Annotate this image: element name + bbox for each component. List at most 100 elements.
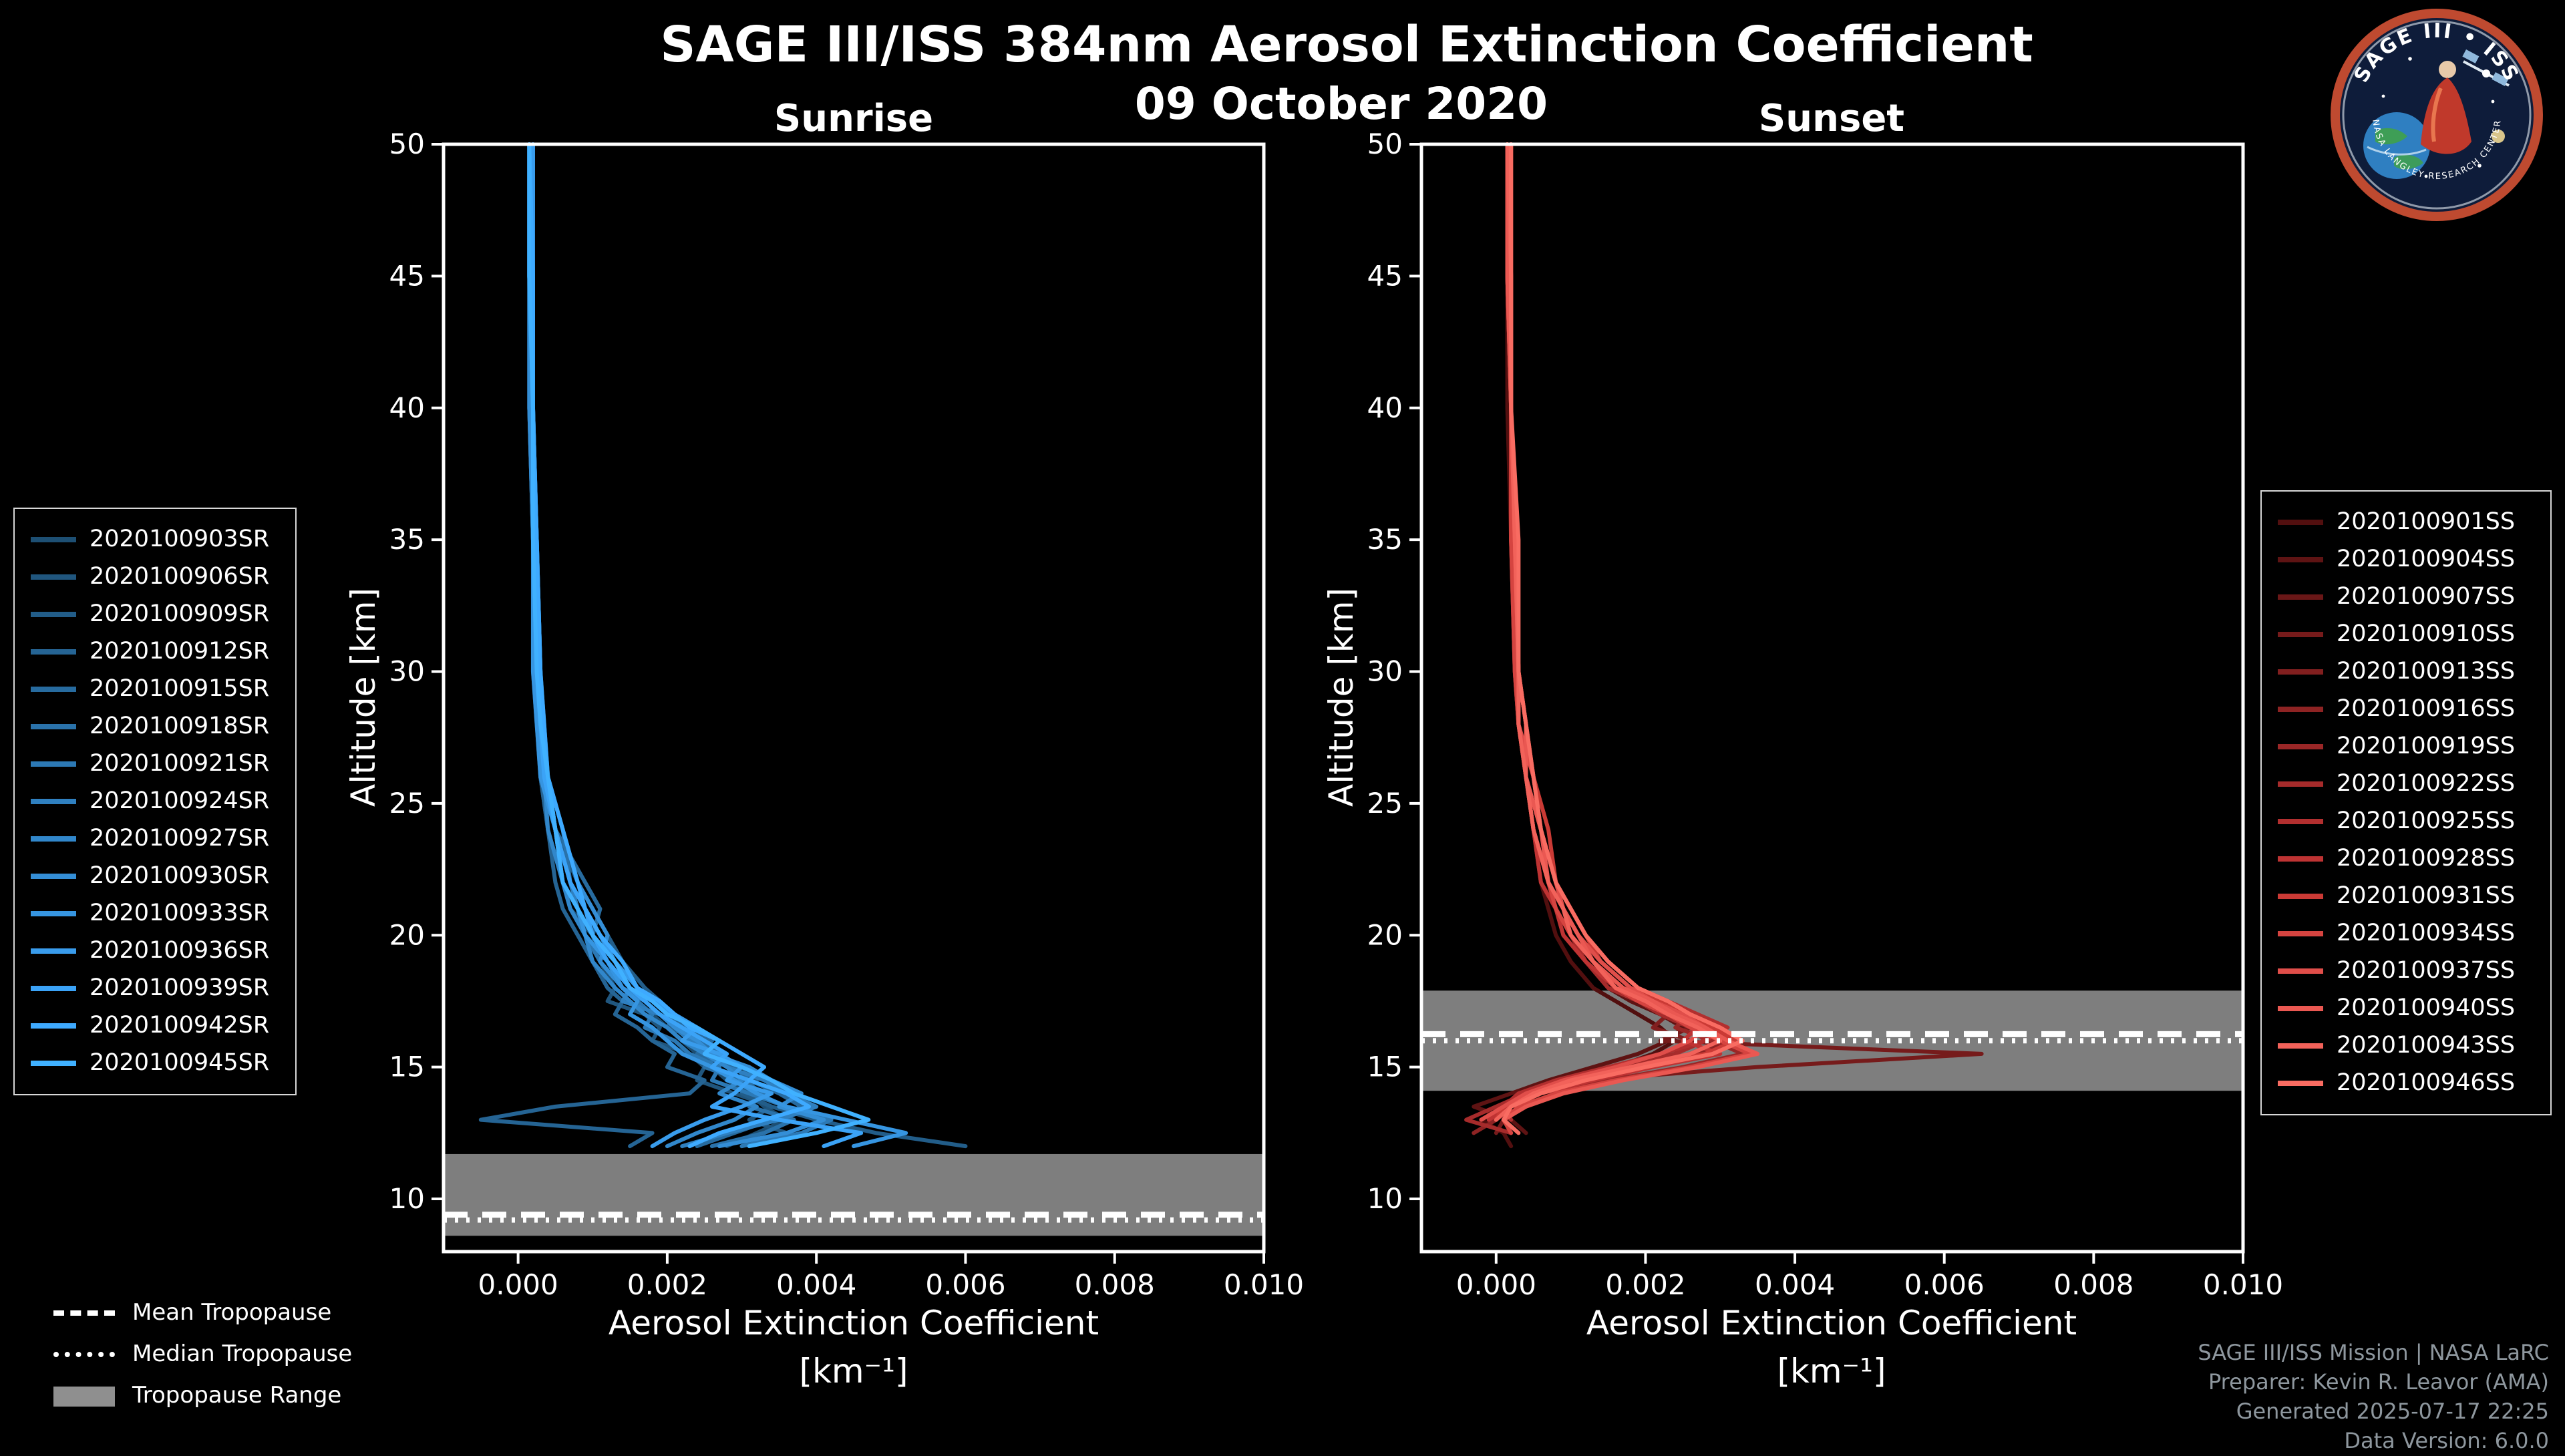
legend-line-swatch (2278, 669, 2323, 675)
legend-line-swatch (2278, 1043, 2323, 1049)
legend-label: 2020100945SR (90, 1050, 270, 1077)
sunrise-plot: 0.000 0.002 0.004 0.006 0.008 0.010 10 15 20 25 30… (389, 128, 1305, 1301)
legend-line-swatch (31, 799, 76, 804)
credit-preparer: Preparer: Kevin R. Leavor (AMA) (2208, 1369, 2549, 1395)
sage-iss-mission-patch: SAGE III • ISS NASA LANGLEY RESEARCH CEN… (2330, 8, 2544, 222)
legend-item: 2020100936SR (31, 932, 279, 970)
y-tick-label: 30 (1367, 655, 1403, 688)
plot-frame (442, 142, 1266, 1254)
legend-item: 2020100918SR (31, 708, 279, 745)
legend-label: 2020100934SS (2337, 920, 2516, 947)
gray-band-swatch (53, 1386, 115, 1406)
legend-item: 2020100937SS (2278, 952, 2534, 990)
legend-label: 2020100930SR (90, 863, 270, 890)
x-axis-units-sunset: [km⁻¹] (1777, 1352, 1886, 1391)
credit-data-version: Data Version: 6.0.0 (2344, 1428, 2549, 1453)
legend-line-swatch (31, 1061, 76, 1066)
legend-line-swatch (31, 986, 76, 991)
legend-item: 2020100904SS (2278, 541, 2534, 578)
legend-line-swatch (2278, 781, 2323, 787)
legend-line-swatch (2278, 968, 2323, 974)
legend-line-swatch (2278, 520, 2323, 525)
profile-line-2020100924SR (527, 142, 819, 1149)
legend-item: 2020100946SS (2278, 1065, 2534, 1102)
profile-line-2020100933SR (527, 142, 908, 1149)
legend-line-swatch (31, 724, 76, 729)
profile-line-2020100912SR (478, 142, 707, 1149)
y-tick-label: 35 (1367, 523, 1403, 556)
legend-label: 2020100924SR (90, 788, 270, 815)
y-tick-label: 40 (1367, 391, 1403, 424)
median-tropopause-label: Median Tropopause (132, 1341, 353, 1368)
page-title: SAGE III/ISS 384nm Aerosol Extinction Co… (660, 16, 2033, 73)
y-tick-label: 45 (1367, 259, 1403, 292)
profile-line-2020100922SS (1464, 142, 1707, 1135)
legend-line-swatch (2278, 856, 2323, 862)
legend-item: 2020100939SR (31, 970, 279, 1007)
y-tick-label: 15 (389, 1051, 425, 1083)
legend-item: 2020100906SR (31, 558, 279, 596)
x-tick-label: 0.004 (1755, 1268, 1835, 1301)
legend-item: 2020100910SS (2278, 616, 2534, 653)
y-tick-label: 30 (389, 655, 425, 688)
x-tick-label: 0.010 (1224, 1268, 1304, 1301)
legend-item: 2020100934SS (2278, 915, 2534, 952)
legend-label: 2020100927SR (90, 826, 270, 852)
legend-item: 2020100928SS (2278, 840, 2534, 878)
profile-line-2020100918SR (527, 142, 796, 1149)
sunset-legend: 2020100901SS 2020100904SS 2020100907SS 2020… (2260, 490, 2552, 1115)
x-axis-label-sunrise: Aerosol Extinction Coefficient (608, 1304, 1099, 1342)
credit-generated: Generated 2025-07-17 22:25 (2236, 1399, 2549, 1424)
x-tick-label: 0.008 (2053, 1268, 2133, 1301)
legend-line-swatch (2278, 894, 2323, 899)
mean-tropopause-label: Mean Tropopause (132, 1300, 332, 1326)
legend-label: 2020100919SS (2337, 733, 2516, 760)
tropopause-range-label: Tropopause Range (132, 1383, 342, 1409)
legend-item: 2020100916SS (2278, 691, 2534, 728)
legend-line-swatch (2278, 1081, 2323, 1086)
profile-line-2020100903SR (527, 142, 789, 1149)
legend-item: 2020100924SR (31, 783, 279, 820)
legend-label: 2020100913SS (2337, 659, 2516, 685)
legend-label: 2020100939SR (90, 975, 270, 1002)
legend-item: 2020100901SS (2278, 504, 2534, 541)
y-tick-label: 50 (389, 128, 425, 160)
profile-line-2020100939SR (527, 142, 864, 1149)
dotted-line-swatch (53, 1352, 115, 1357)
y-tick-label: 25 (389, 787, 425, 820)
legend-item: 2020100927SR (31, 820, 279, 858)
profile-line-2020100945SR (527, 142, 871, 1149)
legend-label: 2020100946SS (2337, 1070, 2516, 1097)
legend-label: 2020100901SS (2337, 509, 2516, 536)
y-tick-label: 20 (389, 918, 425, 951)
legend-item: 2020100912SR (31, 633, 279, 671)
profile-line-2020100904SS (1472, 142, 1685, 1135)
y-tick-label: 50 (1367, 128, 1403, 160)
legend-line-swatch (31, 911, 76, 916)
legend-line-swatch (31, 1023, 76, 1029)
legend-item: 2020100909SR (31, 596, 279, 633)
legend-line-swatch (31, 761, 76, 767)
profile-line-2020100909SR (527, 142, 968, 1149)
tropopause-band (444, 1153, 1264, 1236)
legend-item: 2020100919SS (2278, 728, 2534, 765)
mean-tropopause-legend-item: Mean Tropopause (53, 1298, 352, 1328)
legend-item: 2020100921SR (31, 745, 279, 783)
legend-label: 2020100931SS (2337, 883, 2516, 910)
panel-title-sunset: Sunset (1758, 96, 1905, 140)
legend-line-swatch (2278, 707, 2323, 712)
legend-item: 2020100945SR (31, 1045, 279, 1082)
profile-line-2020100910SS (1494, 142, 1984, 1135)
legend-label: 2020100916SS (2337, 696, 2516, 723)
legend-item: 2020100942SR (31, 1007, 279, 1045)
legend-label: 2020100928SS (2337, 846, 2516, 872)
legend-label: 2020100933SR (90, 900, 270, 927)
y-tick-label: 25 (1367, 787, 1403, 820)
legend-label: 2020100915SR (90, 676, 270, 703)
legend-line-swatch (31, 687, 76, 692)
legend-line-swatch (31, 836, 76, 842)
y-tick-label: 15 (1367, 1051, 1403, 1083)
legend-item: 2020100913SS (2278, 653, 2534, 691)
y-tick-label: 10 (1367, 1182, 1403, 1215)
